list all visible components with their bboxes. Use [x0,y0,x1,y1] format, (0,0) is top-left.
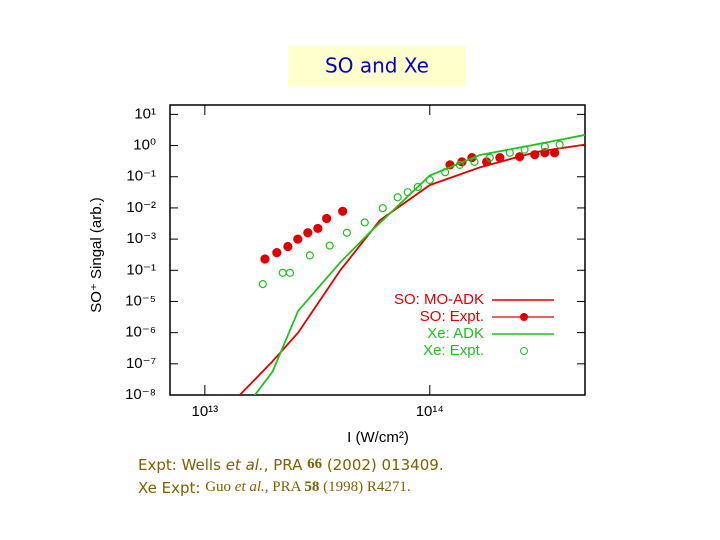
data-point [425,175,434,185]
legend-label: Xe: ADK [427,325,484,342]
note-text: (2002) 013409. [322,456,443,474]
data-point [530,150,540,160]
data-point [470,157,479,166]
data-point [413,182,422,192]
data-point [495,153,505,163]
data-point [440,168,450,177]
y-tick-label: 10⁻² [126,199,156,216]
title-box [288,46,466,86]
y-tick-label: 10⁻¹ [126,168,156,185]
data-point [378,204,387,213]
data-point [540,148,550,158]
y-tick-label: 10⁻⁵ [125,292,156,309]
data-point [485,153,494,162]
note-text: , PRA [265,479,305,495]
data-point [338,206,348,216]
legend-swatch [520,313,528,321]
data-point [285,268,295,277]
y-tick-label: 10⁻¹ [126,261,156,278]
note-text: Expt: Wells [138,456,226,474]
legend-label: SO: MO-ADK [394,291,484,308]
data-point [555,140,564,149]
data-point [293,234,303,244]
data-point [403,188,412,197]
y-tick-label: 10⁻³ [126,230,156,247]
data-point [325,241,334,250]
data-point [283,241,293,252]
data-point [322,213,332,224]
data-point [505,148,514,157]
note-text: et al. [235,479,265,495]
y-tick-label: 10¹ [134,105,156,122]
y-tick-label: 10⁻⁸ [125,386,156,403]
curve [254,134,585,395]
legend-label: SO: Expt. [420,308,484,325]
data-point [550,148,560,158]
note-text: 66 [307,456,323,472]
y-tick-label: 10⁻⁷ [126,355,156,372]
data-point [515,152,525,162]
note-text: 58 [304,479,319,495]
data-point [303,228,313,238]
data-point [393,193,402,202]
data-point [360,218,369,227]
note-line: Xe Expt: Guo et al., PRA 58 (1998) R4271… [138,479,411,497]
y-axis-label: SO⁺ Singal (arb.) [88,197,105,312]
legend-swatch [520,347,528,355]
data-point [258,280,267,289]
data-point [272,247,282,258]
x-tick-label: 10¹⁴ [416,403,444,420]
x-tick-label: 10¹³ [191,403,218,420]
note-text: Xe Expt: [138,479,205,497]
x-axis-label: I (W/cm²) [347,429,409,446]
data-point [305,251,314,260]
note-text: , PRA [264,456,307,474]
chart-title: SO and Xe [325,54,429,78]
data-point [313,223,323,234]
note-text: (1998) R4271. [319,479,410,495]
legend-label: Xe: Expt. [423,342,484,359]
data-point [540,142,549,151]
note-text: Guo [205,479,235,495]
data-point [342,228,351,237]
note-text: et al. [226,456,264,474]
data-point [455,160,464,169]
data-point [278,268,287,277]
y-tick-label: 10⁻⁶ [125,324,156,341]
y-tick-label: 10⁰ [133,137,156,154]
plot-frame [169,104,586,396]
data-point [260,254,270,264]
data-point [520,145,529,154]
note-line: Expt: Wells et al., PRA 66 (2002) 013409… [138,456,444,474]
